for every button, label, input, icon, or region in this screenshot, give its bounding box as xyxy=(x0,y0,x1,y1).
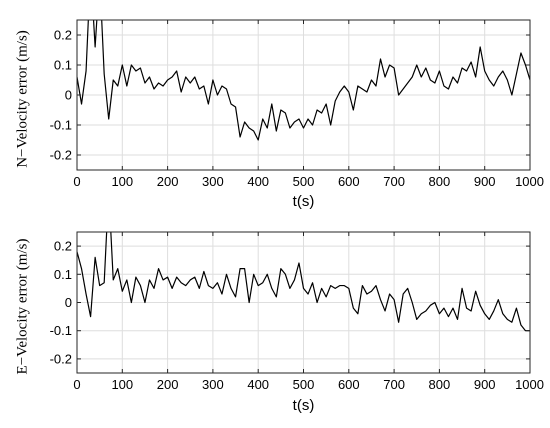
e-velocity-ticks xyxy=(76,232,531,373)
n-velocity-y-axis-label: N−Velocity error (m/s) xyxy=(14,30,30,168)
e-velocity-y-tick-label: -0.2 xyxy=(50,351,72,366)
e-velocity-error-line xyxy=(77,232,530,332)
e-velocity-y-tick-label: 0 xyxy=(65,295,72,310)
n-velocity-x-tick-label: 0 xyxy=(73,174,80,189)
e-velocity-x-axis-label: t(s) xyxy=(293,397,315,414)
n-velocity-x-tick-label: 500 xyxy=(293,174,315,189)
n-velocity-ticks xyxy=(76,20,531,170)
n-velocity-x-tick-label: 100 xyxy=(111,174,133,189)
n-velocity-y-tick-label: -0.1 xyxy=(50,118,72,133)
e-velocity-x-tick-label: 900 xyxy=(474,377,496,392)
n-velocity-y-tick-label: 0.2 xyxy=(54,28,72,43)
e-velocity-x-tick-label: 700 xyxy=(383,377,405,392)
n-velocity-x-tick-labels: 0 100 200 300 400 500 600 700 800 900 1000 xyxy=(73,174,544,189)
e-velocity-panel: 0 100 200 300 400 500 600 700 800 900 1000 -0.2-0.… xyxy=(14,231,544,414)
e-velocity-y-tick-label: 0.1 xyxy=(54,267,72,282)
e-velocity-x-tick-label: 200 xyxy=(157,377,179,392)
n-velocity-x-axis-label: t(s) xyxy=(293,193,315,210)
e-velocity-x-tick-label: 100 xyxy=(111,377,133,392)
n-velocity-y-tick-label: -0.2 xyxy=(50,148,72,163)
n-velocity-panel: 0 100 200 300 400 500 600 700 800 900 1000 -0.2-0.… xyxy=(14,19,544,210)
n-velocity-x-tick-label: 200 xyxy=(157,174,179,189)
n-velocity-error-line xyxy=(77,20,530,141)
n-velocity-y-tick-label: 0.1 xyxy=(54,58,72,73)
e-velocity-x-tick-label: 500 xyxy=(293,377,315,392)
e-velocity-y-tick-label: 0.2 xyxy=(54,239,72,254)
n-velocity-x-tick-label: 400 xyxy=(247,174,269,189)
e-velocity-y-axis-label: E−Velocity error (m/s) xyxy=(14,239,30,375)
e-velocity-x-tick-label: 300 xyxy=(202,377,224,392)
e-velocity-x-tick-label: 400 xyxy=(247,377,269,392)
e-velocity-x-tick-labels: 0 100 200 300 400 500 600 700 800 900 1000 xyxy=(73,377,544,392)
e-velocity-x-tick-label: 0 xyxy=(73,377,80,392)
n-velocity-x-tick-label: 300 xyxy=(202,174,224,189)
e-velocity-x-tick-label: 600 xyxy=(338,377,360,392)
n-velocity-x-tick-label: 900 xyxy=(474,174,496,189)
e-velocity-y-tick-label: -0.1 xyxy=(50,323,72,338)
e-velocity-x-tick-label: 1000 xyxy=(515,377,544,392)
n-velocity-x-tick-label: 700 xyxy=(383,174,405,189)
e-velocity-grid xyxy=(76,232,531,373)
n-velocity-y-tick-labels: -0.2 -0.1 0 0.1 0.2 xyxy=(50,28,72,163)
e-velocity-y-tick-labels: -0.2 -0.1 0 0.1 0.2 xyxy=(50,239,72,367)
n-velocity-x-tick-label: 800 xyxy=(429,174,451,189)
n-velocity-y-tick-label: 0 xyxy=(65,88,72,103)
n-velocity-x-tick-label: 1000 xyxy=(515,174,544,189)
e-velocity-x-tick-label: 800 xyxy=(429,377,451,392)
n-velocity-x-tick-label: 600 xyxy=(338,174,360,189)
